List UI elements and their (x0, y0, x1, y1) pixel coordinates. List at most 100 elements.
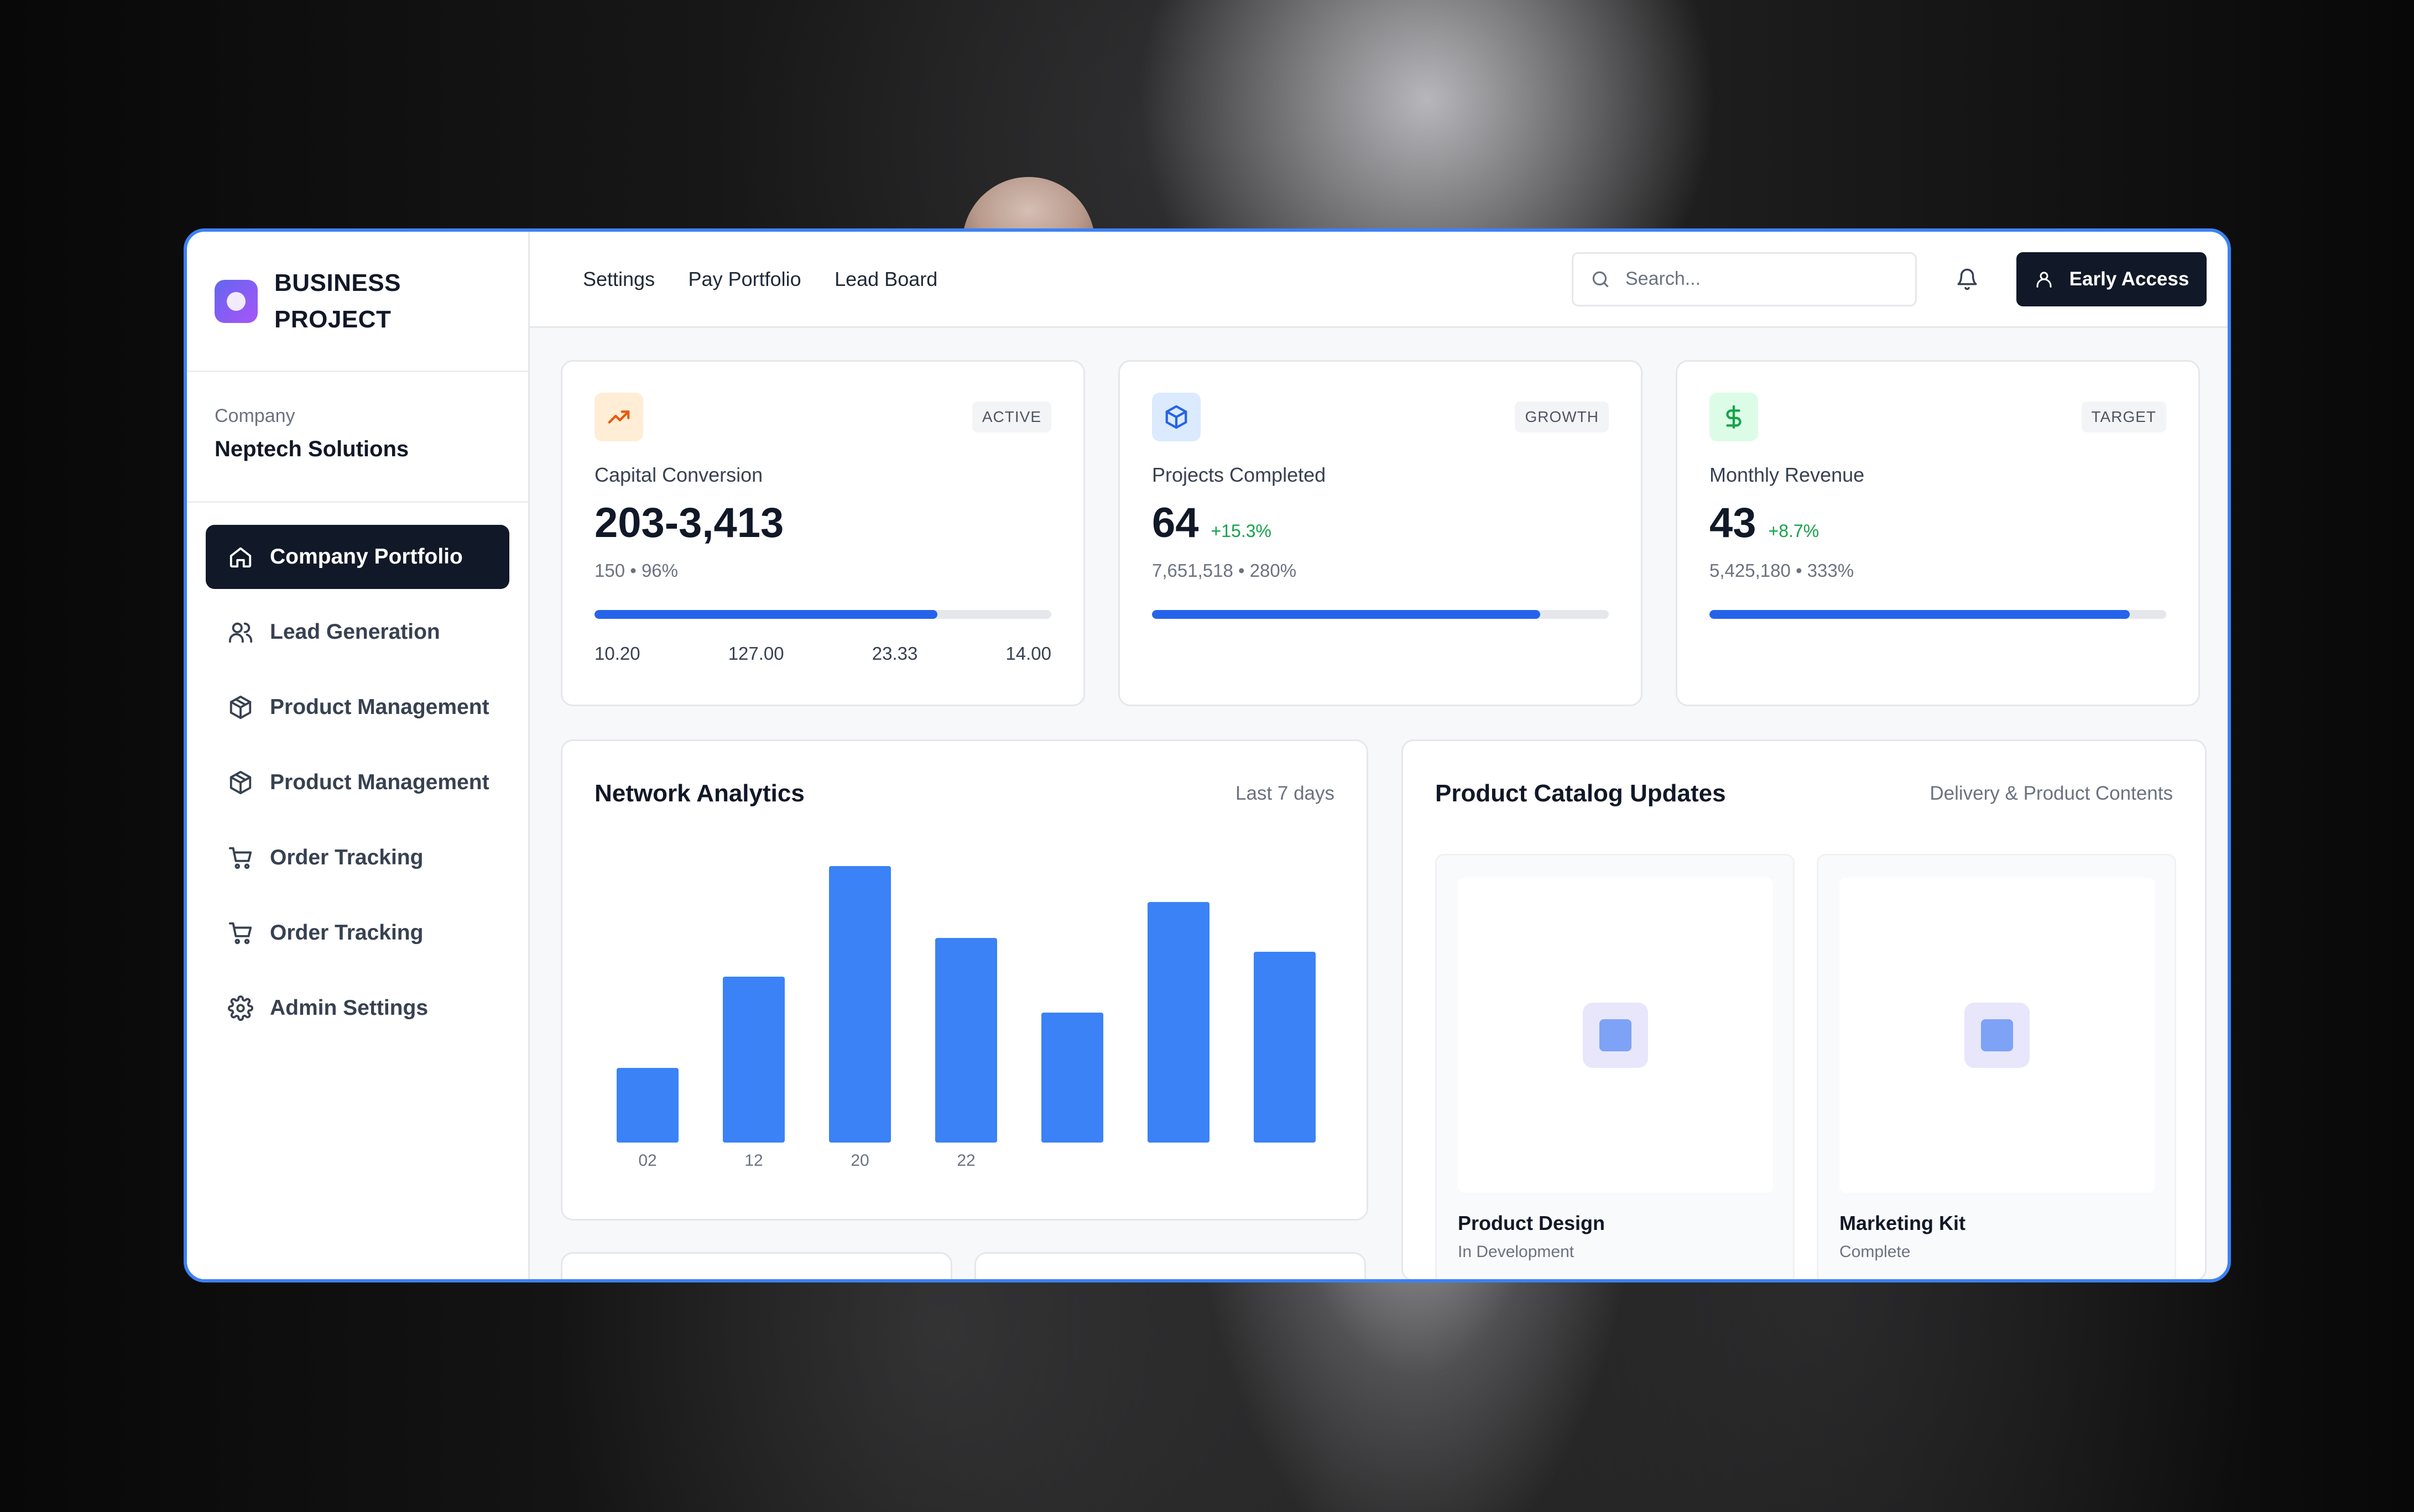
chart-bar (935, 938, 997, 1143)
tick-label: 23.33 (872, 643, 918, 664)
sidebar-item-product-management[interactable]: Product Management (206, 675, 509, 739)
brand: BUSINESS PROJECT (187, 232, 528, 372)
chart-bar (1254, 952, 1316, 1143)
chart-bar (829, 866, 891, 1143)
topbar: Settings Pay Portfolio Lead Board Early … (530, 232, 2228, 328)
tick-label: 127.00 (728, 643, 784, 664)
sidebar-item-label: Order Tracking (270, 921, 424, 945)
stat-subtext: 150 • 96% (595, 560, 678, 581)
package-icon (1152, 393, 1201, 441)
product-thumbnail (1458, 878, 1773, 1193)
product-status: Complete (1839, 1243, 1911, 1261)
catalog-card-product-design[interactable]: Product Design In Development (1435, 854, 1795, 1279)
dollar-icon (1709, 393, 1758, 441)
search-input[interactable] (1625, 268, 1891, 290)
bell-icon[interactable] (1956, 268, 1979, 291)
sidebar-item-label: Lead Generation (270, 620, 440, 644)
status-badge: GROWTH (1515, 402, 1609, 432)
user-icon (2036, 272, 2052, 288)
x-tick-label: 20 (851, 1151, 869, 1170)
stat-value: 203-3,413 (595, 499, 784, 546)
sidebar-item-admin-settings[interactable]: Admin Settings (206, 976, 509, 1040)
stat-card-capital-conversion: ACTIVE Capital Conversion 203-3,413 150 … (561, 360, 1085, 706)
stats-row: ACTIVE Capital Conversion 203-3,413 150 … (561, 360, 2207, 706)
status-badge: ACTIVE (972, 402, 1051, 432)
product-catalog-panel: Product Catalog Updates Delivery & Produ… (1401, 739, 2207, 1279)
top-nav: Settings Pay Portfolio Lead Board (583, 268, 968, 291)
stat-value: 64 (1152, 499, 1199, 546)
product-status: In Development (1458, 1243, 1574, 1261)
chart-bar (1041, 1013, 1103, 1143)
network-analytics-panel: Network Analytics Last 7 days 02 12 20 22 (561, 739, 1368, 1221)
image-placeholder-icon (1583, 1003, 1648, 1068)
sidebar-item-label: Product Management (270, 695, 489, 719)
product-name: Product Design (1458, 1212, 1605, 1234)
early-access-button[interactable]: Early Access (2016, 252, 2207, 306)
search-icon (1592, 271, 1609, 287)
sidebar-item-label: Product Management (270, 770, 489, 794)
dashboard-content: ACTIVE Capital Conversion 203-3,413 150 … (530, 328, 2228, 1279)
home-icon (230, 547, 252, 568)
stat-label: Monthly Revenue (1709, 463, 1865, 486)
product-thumbnail (1839, 878, 2155, 1193)
users-icon (228, 622, 253, 643)
trending-up-icon (595, 393, 643, 441)
brand-line-1: BUSINESS (274, 269, 401, 296)
panel-title: Network Analytics (595, 780, 805, 807)
lower-card (974, 1252, 1366, 1279)
topnav-lead-board-link[interactable]: Lead Board (835, 267, 938, 290)
sidebar-item-label: Order Tracking (270, 846, 424, 869)
stat-subtext: 7,651,518 • 280% (1152, 560, 1297, 581)
gear-icon (228, 995, 253, 1021)
topnav-pay-portfolio-link[interactable]: Pay Portfolio (688, 267, 801, 290)
cart-icon (228, 922, 252, 945)
x-tick-label: 02 (638, 1151, 656, 1170)
panel-meta: Delivery & Product Contents (1930, 783, 2173, 804)
topnav-settings-link[interactable]: Settings (583, 267, 655, 290)
panels-row: Network Analytics Last 7 days 02 12 20 22 P… (561, 739, 2207, 1279)
sidebar-item-product-management-2[interactable]: Product Management (206, 750, 509, 815)
x-tick-label: 12 (744, 1151, 763, 1170)
stat-label: Projects Completed (1152, 463, 1326, 486)
catalog-card-marketing-kit[interactable]: Marketing Kit Complete (1817, 854, 2176, 1279)
company-name: Neptech Solutions (215, 437, 409, 461)
sidebar-item-lead-generation[interactable]: Lead Generation (206, 600, 509, 664)
catalog-cards: Product Design In Development Marketing … (1435, 854, 2176, 1279)
lower-cards-row (561, 1252, 1366, 1279)
stat-label: Capital Conversion (595, 463, 763, 486)
sidebar-item-company-portfolio[interactable]: Company Portfolio (206, 525, 509, 589)
stat-card-projects-completed: GROWTH Projects Completed 64 +15.3% 7,65… (1118, 360, 1643, 706)
x-tick-label: 22 (957, 1151, 975, 1170)
tick-label: 14.00 (1005, 643, 1051, 664)
stat-change: +15.3% (1211, 521, 1271, 541)
stat-card-monthly-revenue: TARGET Monthly Revenue 43 +8.7% 5,425,18… (1676, 360, 2200, 706)
chart-bar (723, 977, 785, 1143)
progress-fill (595, 610, 937, 619)
search-box[interactable] (1572, 252, 1917, 306)
company-label: Company (215, 405, 295, 426)
date-range-label[interactable]: Last 7 days (1235, 783, 1334, 804)
product-name: Marketing Kit (1839, 1212, 1966, 1234)
brand-logo-icon (215, 279, 258, 323)
brand-name: BUSINESS PROJECT (274, 265, 401, 338)
stat-change: +8.7% (1768, 521, 1819, 541)
progress-bar (1152, 610, 1609, 619)
main-area: Settings Pay Portfolio Lead Board Early … (530, 232, 2228, 1279)
lower-card (561, 1252, 952, 1279)
tick-label: 10.20 (595, 643, 640, 664)
sidebar-item-order-tracking[interactable]: Order Tracking (206, 826, 509, 890)
app-window: BUSINESS PROJECT Company Neptech Solutio… (184, 228, 2231, 1282)
stat-ticks: 10.20 127.00 23.33 14.00 (595, 643, 1051, 664)
sidebar-nav: Company Portfolio Lead Generation Produc… (187, 503, 528, 1073)
image-placeholder-icon (1964, 1003, 2030, 1068)
package-icon (230, 770, 252, 795)
progress-fill (1152, 610, 1541, 619)
progress-fill (1709, 610, 2130, 619)
chart-bar (617, 1068, 679, 1143)
sidebar-item-order-tracking-2[interactable]: Order Tracking (206, 901, 509, 965)
progress-bar (595, 610, 1051, 619)
chart-bar (1148, 902, 1209, 1143)
status-badge: TARGET (2081, 402, 2166, 432)
sidebar-item-label: Company Portfolio (270, 545, 463, 569)
network-bar-chart: 02 12 20 22 (617, 866, 1316, 1170)
